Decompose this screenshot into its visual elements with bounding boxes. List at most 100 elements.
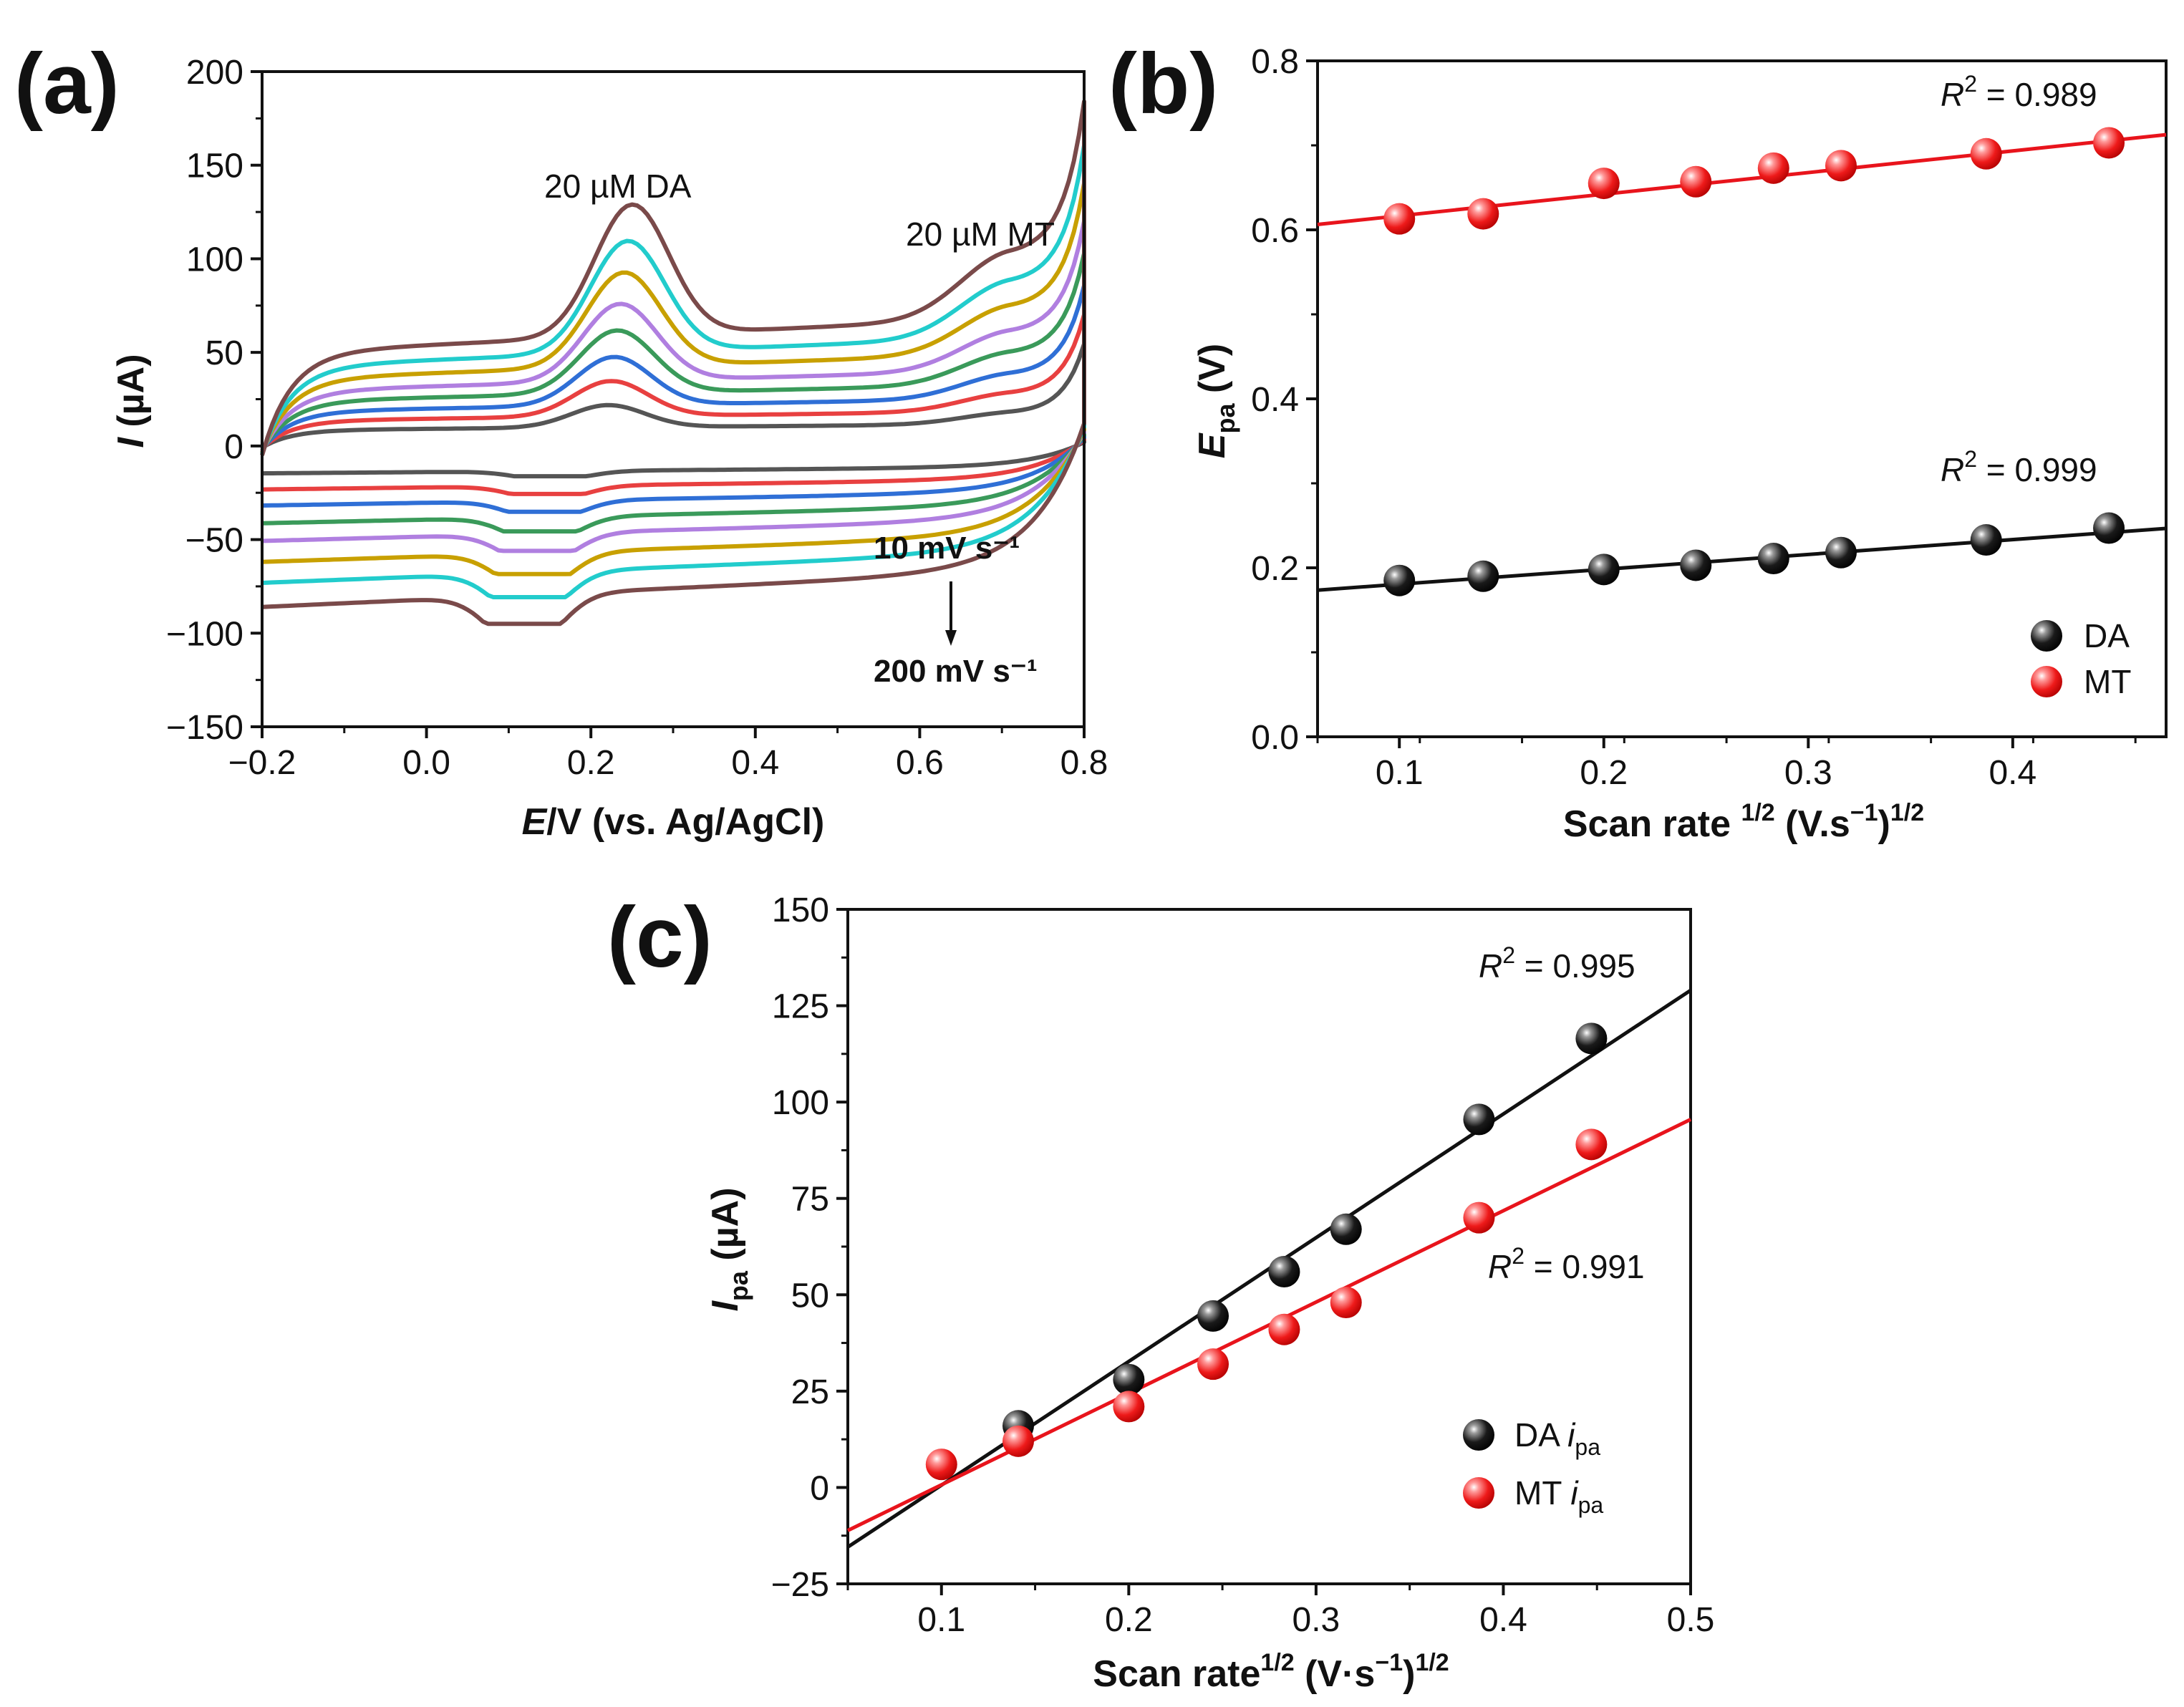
scan-rate-start-label: 10 mV s⁻¹ bbox=[874, 531, 1020, 566]
data-point-da bbox=[1268, 1255, 1300, 1287]
mt-r2-label: R2 = 0.989 bbox=[1941, 71, 2097, 113]
y-tick-label: −25 bbox=[771, 1566, 829, 1604]
y-tick-label: −50 bbox=[185, 522, 243, 560]
panel-a: (a) −0.2 0.0 0.2 0.4 0.6 0.8 −150 −100 −50 0 50 100… bbox=[14, 36, 1108, 843]
panel-a-label: (a) bbox=[14, 36, 120, 132]
data-point-da bbox=[1467, 560, 1499, 592]
panel-a-x-axis-label: E/V (vs. Ag/AgCl) bbox=[522, 801, 825, 843]
y-tick-label: 25 bbox=[791, 1373, 829, 1411]
da-ipa-r2-label: R2 = 0.995 bbox=[1479, 942, 1635, 985]
panel-a-y-axis-label: I (µA) bbox=[110, 354, 152, 448]
x-tick-label: 0.3 bbox=[1292, 1601, 1340, 1639]
data-point-da bbox=[1588, 553, 1620, 586]
panel-b-legend: DA MT bbox=[2031, 617, 2131, 700]
panel-b-label: (b) bbox=[1108, 36, 1218, 132]
panel-a-ticks: −0.2 0.0 0.2 0.4 0.6 0.8 −150 −100 −50 0 50 100 150 2… bbox=[166, 54, 1108, 782]
y-tick-label: 75 bbox=[791, 1181, 829, 1219]
data-point-mt bbox=[1588, 168, 1620, 200]
x-tick-label: 0.4 bbox=[731, 744, 779, 782]
data-point-mt bbox=[1970, 137, 2002, 170]
y-tick-label: 125 bbox=[772, 988, 829, 1026]
data-point-mt bbox=[1757, 152, 1789, 184]
legend-da-ipa-label: DA ipa bbox=[1514, 1416, 1600, 1460]
x-tick-label: 0.5 bbox=[1667, 1601, 1715, 1639]
y-tick-label: 100 bbox=[772, 1084, 829, 1122]
legend-mt-ipa-marker bbox=[1463, 1477, 1494, 1509]
x-tick-label: 0.3 bbox=[1784, 754, 1832, 792]
y-tick-label: 0.6 bbox=[1251, 212, 1299, 250]
data-point-mt bbox=[1467, 198, 1499, 230]
x-tick-label: 0.2 bbox=[567, 744, 615, 782]
data-point-da bbox=[1680, 549, 1712, 581]
data-point-mt bbox=[1268, 1313, 1300, 1345]
panel-b-points bbox=[1383, 127, 2125, 596]
y-tick-label: 100 bbox=[186, 241, 243, 279]
data-point-mt bbox=[1383, 203, 1416, 235]
panel-b-x-axis-label: Scan rate 1/2 (V.s−1)1/2 bbox=[1563, 799, 1924, 845]
panel-c: (c) 0.1 0.2 0.3 0.4 0.5 −25 0 25 50 75 100 125 150 R… bbox=[607, 889, 1714, 1695]
fit-line-da bbox=[1317, 526, 2167, 592]
panel-b-y-axis-label: Epa (V) bbox=[1192, 344, 1240, 458]
x-tick-label: 0.6 bbox=[896, 744, 944, 782]
panel-c-points bbox=[925, 1022, 1608, 1481]
y-tick-label: 150 bbox=[186, 148, 243, 185]
data-point-da bbox=[1970, 524, 2002, 556]
x-tick-label: 0.2 bbox=[1580, 754, 1628, 792]
x-tick-label: 0.0 bbox=[402, 744, 450, 782]
mt-ipa-r2-label: R2 = 0.991 bbox=[1488, 1243, 1645, 1285]
data-point-da bbox=[1383, 564, 1416, 596]
legend-mt-marker bbox=[2031, 666, 2062, 697]
data-point-mt bbox=[1113, 1391, 1145, 1423]
fit-line-mt bbox=[1317, 132, 2167, 226]
da-r2-label: R2 = 0.999 bbox=[1941, 446, 2097, 488]
panel-c-legend: DA ipa MT ipa bbox=[1463, 1416, 1603, 1518]
data-point-da bbox=[1757, 543, 1789, 575]
legend-da-marker bbox=[2031, 620, 2062, 652]
data-point-da bbox=[2093, 512, 2125, 544]
mt-peak-annotation: 20 µM MT bbox=[906, 216, 1055, 253]
data-point-mt bbox=[2093, 127, 2125, 159]
x-tick-label: 0.4 bbox=[1989, 754, 2036, 792]
data-point-mt bbox=[1002, 1425, 1035, 1457]
data-point-da bbox=[1463, 1103, 1495, 1136]
legend-da-ipa-marker bbox=[1463, 1419, 1494, 1451]
legend-da-label: DA bbox=[2084, 617, 2130, 654]
y-tick-label: 50 bbox=[791, 1277, 829, 1315]
scan-rate-end-label: 200 mV s⁻¹ bbox=[874, 654, 1038, 689]
data-point-da bbox=[1825, 536, 1857, 569]
y-tick-label: −150 bbox=[166, 709, 243, 747]
x-tick-label: 0.1 bbox=[1376, 754, 1424, 792]
scan-rate-arrow-head bbox=[945, 630, 957, 646]
data-point-mt bbox=[1825, 150, 1857, 182]
panel-b-ticks: 0.1 0.2 0.3 0.4 0.0 0.2 0.4 0.6 0.8 bbox=[1251, 43, 2137, 792]
data-point-mt bbox=[1575, 1128, 1608, 1161]
data-point-mt bbox=[1330, 1287, 1362, 1319]
y-tick-label: 0.4 bbox=[1251, 381, 1299, 419]
panel-b: (b) 0.1 0.2 0.3 0.4 0.0 0.2 0.4 0.6 0.8 R2 = 0.9… bbox=[1108, 36, 2168, 845]
panel-b-fit-lines bbox=[1317, 132, 2167, 592]
data-point-mt bbox=[1197, 1348, 1229, 1380]
data-point-mt bbox=[925, 1449, 957, 1481]
y-tick-label: 0 bbox=[224, 428, 243, 466]
y-tick-label: 200 bbox=[186, 54, 243, 92]
y-tick-label: −100 bbox=[166, 615, 243, 653]
x-tick-label: 0.4 bbox=[1479, 1601, 1527, 1639]
legend-mt-ipa-label: MT ipa bbox=[1514, 1474, 1603, 1518]
x-tick-label: −0.2 bbox=[228, 744, 296, 782]
data-point-mt bbox=[1680, 165, 1712, 198]
y-tick-label: 0 bbox=[810, 1469, 829, 1507]
data-point-da bbox=[1197, 1300, 1229, 1332]
y-tick-label: 0.0 bbox=[1251, 719, 1299, 757]
da-peak-annotation: 20 µM DA bbox=[544, 168, 692, 205]
x-tick-label: 0.1 bbox=[917, 1601, 965, 1639]
data-point-mt bbox=[1463, 1201, 1495, 1234]
y-tick-label: 0.2 bbox=[1251, 550, 1299, 588]
panel-c-label: (c) bbox=[607, 889, 712, 985]
data-point-da bbox=[1575, 1022, 1608, 1055]
y-tick-label: 0.8 bbox=[1251, 43, 1299, 81]
data-point-da bbox=[1330, 1213, 1362, 1245]
x-tick-label: 0.2 bbox=[1105, 1601, 1153, 1639]
panel-c-y-axis-label: Ipa (µA) bbox=[705, 1187, 753, 1311]
x-tick-label: 0.8 bbox=[1060, 744, 1108, 782]
